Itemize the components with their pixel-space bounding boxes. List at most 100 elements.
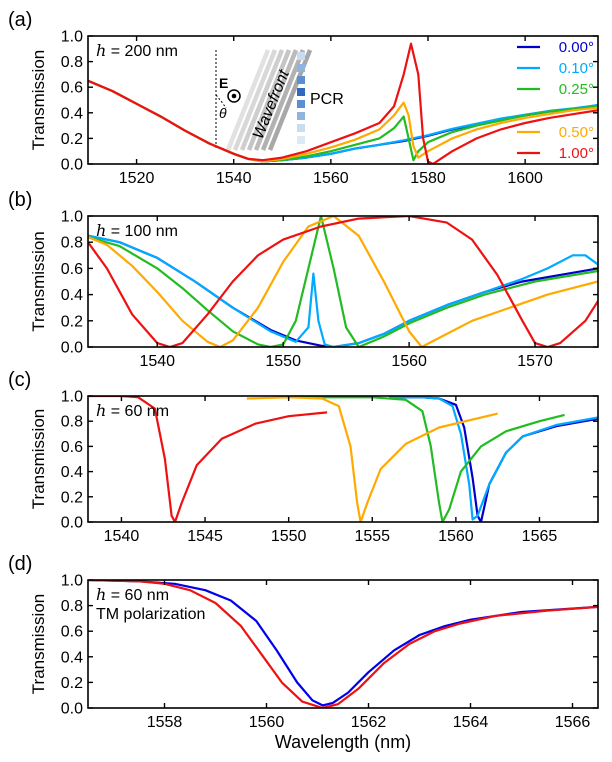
x-tick-label: 1600 — [507, 170, 543, 187]
series-line-025 — [288, 396, 565, 522]
thickness-value: = 60 nm — [106, 587, 169, 604]
legend-label: 0.25° — [559, 81, 594, 98]
thickness-value: = 60 nm — [106, 403, 169, 420]
legend-label: 0.50° — [559, 124, 594, 141]
wavefront-stripe — [239, 49, 285, 151]
panel-c: 0.0 0.2 0.4 0.6 0.8 1.0 1540 1545 1550 1555 1560 15… — [8, 369, 599, 545]
y-tick-label: 0.8 — [61, 414, 83, 431]
series-group — [88, 42, 598, 164]
x-tick-label: 1545 — [187, 528, 223, 545]
pcr-label: PCR — [310, 91, 344, 108]
y-tick-label: 0.4 — [61, 287, 83, 304]
y-tick-label: 1.0 — [61, 29, 83, 46]
x-tick-label: 1560 — [313, 170, 349, 187]
thickness-annotation: h = 100 nm — [96, 221, 178, 240]
wavefront-stripe — [246, 49, 292, 151]
thickness-annotation: h = 60 nm — [96, 585, 169, 604]
y-tick-label: 0.6 — [61, 439, 83, 456]
x-tick-label: 1560 — [391, 353, 427, 370]
series-line-100 — [88, 42, 598, 164]
angle-label: θ — [219, 105, 227, 121]
y-tick-label: 1.0 — [61, 209, 83, 226]
series-line-000 — [389, 396, 598, 522]
x-tick-label: 1580 — [410, 170, 446, 187]
thickness-var: h — [96, 221, 106, 240]
y-tick-label: 0.8 — [61, 235, 83, 252]
pcr-cell — [297, 52, 305, 60]
panel-d: 0.0 0.2 0.4 0.6 0.8 1.0 1558 1560 1562 1564 1566 Tr… — [8, 553, 599, 731]
legend-item: 0.00° — [517, 39, 594, 56]
x-tick-label: 1566 — [555, 714, 591, 731]
wavefront-stripe — [225, 49, 271, 151]
thickness-var: h — [96, 41, 106, 60]
legend-item: 0.10° — [517, 60, 594, 77]
x-tick-label: 1550 — [265, 353, 301, 370]
series-line-025 — [88, 216, 598, 347]
thickness-var: h — [96, 401, 106, 420]
x-tick-label: 1520 — [119, 170, 155, 187]
pcr-cell — [297, 88, 305, 96]
plot-frame — [87, 35, 599, 165]
x-tick-label: 1570 — [517, 353, 553, 370]
panel-letter: (a) — [8, 9, 32, 31]
pcr-cell — [297, 112, 305, 120]
x-tick-label: 1560 — [249, 714, 285, 731]
series-line-red — [88, 580, 598, 708]
geometry-inset: Eθ Wavefront PCR — [215, 49, 344, 151]
thickness-value: = 200 nm — [106, 43, 178, 60]
x-tick-label: 1540 — [216, 170, 252, 187]
legend: 0.00° 0.10° 0.25° 0.50° 1.00° — [517, 39, 594, 162]
efield-dot-icon — [231, 93, 237, 99]
panel-letter: (b) — [8, 189, 32, 211]
y-tick-label: 0.2 — [61, 313, 83, 330]
series-group — [88, 396, 598, 522]
legend-item: 1.00° — [517, 145, 594, 162]
panel-letter: (c) — [8, 369, 31, 391]
series-line-000 — [88, 234, 598, 347]
angle-arc — [215, 94, 227, 109]
y-tick-label: 0.4 — [61, 105, 83, 122]
pcr-cell — [297, 64, 305, 72]
y-tick-label: 0.6 — [61, 80, 83, 97]
y-tick-label: 0.4 — [61, 464, 83, 481]
y-tick-label: 0.4 — [61, 649, 83, 666]
y-tick-label: 0.0 — [61, 515, 83, 532]
y-axis-label: Transmission — [29, 50, 48, 150]
series-line-050 — [88, 216, 598, 347]
wavefront-stripe — [253, 49, 299, 151]
panel-b: 0.0 0.2 0.4 0.6 0.8 1.0 1540 1550 1560 1570 Transm… — [8, 189, 599, 370]
thickness-var: h — [96, 585, 106, 604]
y-tick-label: 0.0 — [61, 340, 83, 357]
y-tick-label: 0.2 — [61, 131, 83, 148]
y-tick-label: 0.6 — [61, 624, 83, 641]
wavefront-stripe — [232, 49, 278, 151]
x-tick-label: 1540 — [139, 353, 175, 370]
legend-label: 1.00° — [559, 145, 594, 162]
x-tick-label: 1560 — [438, 528, 474, 545]
polarization-annotation: TM polarization — [96, 606, 205, 623]
y-axis-label: Transmission — [29, 409, 48, 509]
series-line-blue — [88, 580, 598, 707]
x-tick-label: 1564 — [453, 714, 489, 731]
x-tick-label: 1558 — [147, 714, 183, 731]
pcr-cell — [297, 124, 305, 132]
plot-frame — [87, 579, 599, 709]
y-tick-label: 0.6 — [61, 261, 83, 278]
x-tick-label: 1565 — [522, 528, 558, 545]
series-line-100 — [88, 216, 598, 347]
y-tick-label: 0.0 — [61, 701, 83, 718]
y-tick-label: 0.2 — [61, 489, 83, 506]
panel-letter: (d) — [8, 553, 32, 575]
series-group — [88, 216, 598, 347]
y-tick-label: 1.0 — [61, 389, 83, 406]
series-line-010 — [88, 234, 598, 347]
panel-a: Eθ Wavefront PCR 0.0 0.2 0.4 0.6 0.8 1.0 1520 1540… — [8, 9, 599, 187]
x-axis-label: Wavelength (nm) — [275, 732, 411, 752]
legend-item: 0.25° — [517, 81, 594, 98]
x-tick-label: 1540 — [104, 528, 140, 545]
y-axis-label: Transmission — [29, 594, 48, 694]
y-tick-label: 0.0 — [61, 157, 83, 174]
pcr-cell — [297, 76, 305, 84]
series-line-050 — [246, 396, 498, 522]
